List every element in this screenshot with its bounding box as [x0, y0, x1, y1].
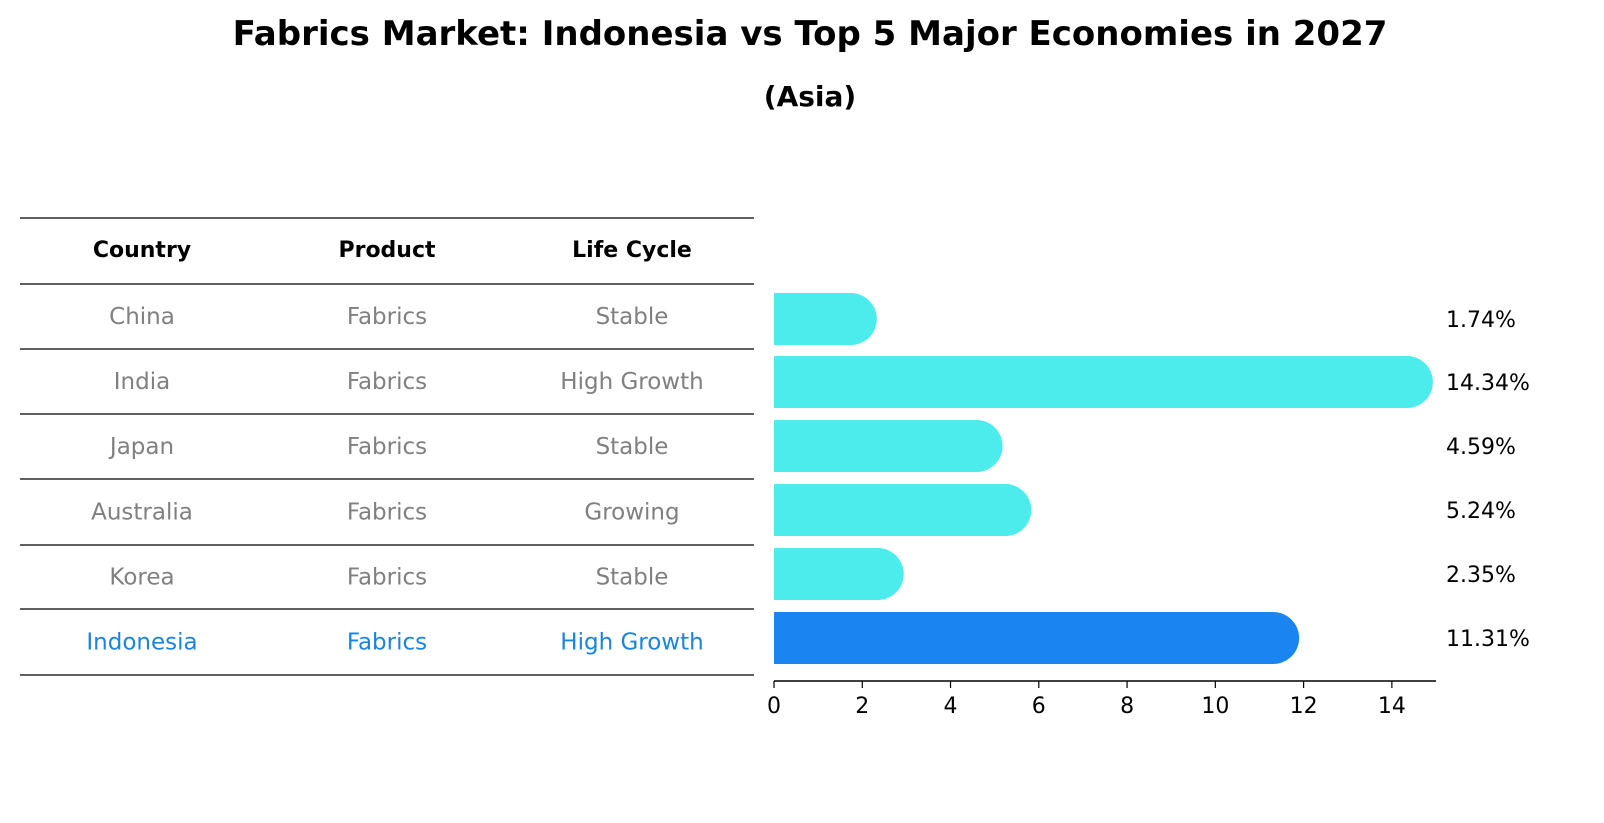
table-cell: High Growth: [560, 630, 703, 656]
x-tick-label: 10: [1201, 694, 1229, 719]
x-tick-label: 0: [767, 694, 781, 719]
table-cell: Korea: [109, 565, 174, 591]
table-cell: Fabrics: [347, 304, 427, 330]
bar-china: [774, 293, 877, 345]
table-cell: High Growth: [560, 369, 703, 395]
table-cell: China: [109, 304, 175, 330]
table-cell: Fabrics: [347, 434, 427, 460]
table-cell: Fabrics: [347, 369, 427, 395]
bar-korea: [774, 548, 904, 600]
bar-indonesia: [774, 612, 1300, 664]
table-header-cell: Product: [338, 238, 436, 263]
table-cell: Fabrics: [347, 565, 427, 591]
bar-india: [774, 356, 1433, 408]
table-cell: Stable: [596, 434, 669, 460]
table-cell: Growing: [584, 500, 679, 526]
x-tick-label: 2: [855, 694, 869, 719]
value-label: 11.31%: [1446, 627, 1530, 652]
value-label: 1.74%: [1446, 308, 1516, 333]
table-cell: Fabrics: [347, 630, 427, 656]
value-label: 2.35%: [1446, 563, 1516, 588]
table-cell: Indonesia: [86, 630, 197, 656]
bar-japan: [774, 420, 1003, 472]
value-label: 5.24%: [1446, 499, 1516, 524]
bar-plot: 1.74% 14.34% 4.59% 5.24% 2.35% 11.31%: [774, 293, 1530, 664]
table-cell: Fabrics: [347, 500, 427, 526]
table-cell: Australia: [91, 500, 193, 526]
table-header-cell: Country: [93, 238, 191, 263]
value-label: 14.34%: [1446, 371, 1530, 396]
x-tick-label: 8: [1120, 694, 1134, 719]
chart-subtitle: (Asia): [763, 80, 857, 113]
table-cell: India: [114, 369, 170, 395]
table-cell: Stable: [596, 304, 669, 330]
x-tick-label: 12: [1290, 694, 1318, 719]
x-tick-label: 6: [1032, 694, 1046, 719]
data-table: Country Product Life Cycle China Fabrics Stab…: [20, 217, 754, 676]
table-cell: Japan: [108, 434, 174, 460]
x-tick-label: 4: [944, 694, 958, 719]
table-cell: Stable: [596, 565, 669, 591]
chart-title: Fabrics Market: Indonesia vs Top 5 Major…: [232, 14, 1388, 54]
x-tick-label: 14: [1378, 694, 1406, 719]
value-label: 4.59%: [1446, 435, 1516, 460]
x-axis: 0 2 4 6 8 10 12 14: [767, 680, 1436, 719]
bar-australia: [774, 484, 1032, 536]
table-header-cell: Life Cycle: [572, 238, 692, 263]
